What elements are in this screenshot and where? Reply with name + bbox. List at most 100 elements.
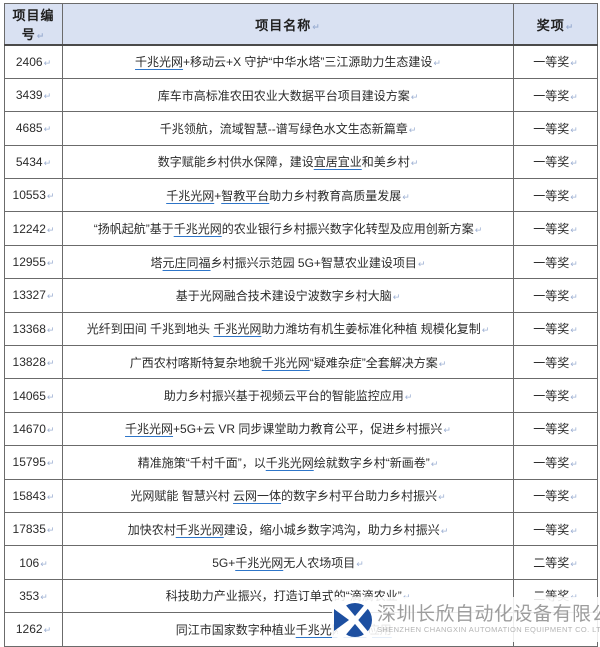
paragraph-mark-icon: ↵ xyxy=(40,558,48,569)
keyword-link[interactable]: 千兆光网 xyxy=(235,556,284,571)
project-name-cell: 助力乡村振兴基于视频云平台的智能监控应用↵ xyxy=(62,378,514,413)
project-name-text: 助力潍坊有机生姜标准化种植 规模化复制 xyxy=(261,322,481,337)
paragraph-mark-icon: ↵ xyxy=(570,559,578,570)
award-label: 一等奖 xyxy=(533,88,570,103)
project-name-text: 广西农村喀斯特复杂地貌 xyxy=(129,355,262,370)
paragraph-mark-icon: ↵ xyxy=(46,424,55,435)
award-cell: 一等奖↵ xyxy=(513,278,598,313)
paragraph-mark-icon: ↵ xyxy=(570,91,578,102)
project-name-text: +移动云+X 守护“中华水塔”三江源助力生态建设 xyxy=(183,55,433,70)
keyword-link[interactable]: 千兆光网 xyxy=(261,355,310,370)
keyword-link[interactable]: 智教平台 xyxy=(221,188,270,203)
project-name-text: 和美乡村 xyxy=(361,155,410,170)
paragraph-mark-icon: ↵ xyxy=(43,157,52,168)
table-row: 14670↵ 千兆光网+5G+云 VR 同步课堂助力教育公平，促进乡村振兴↵ 一等奖… xyxy=(4,411,598,447)
watermark-company-name: 深圳长欣自动化设备有限公司 xyxy=(377,604,600,626)
paragraph-mark-icon: ↵ xyxy=(36,31,46,41)
award-label: 一等奖 xyxy=(533,288,570,303)
table-row: 14065↵ 助力乡村振兴基于视频云平台的智能监控应用↵ 一等奖↵ xyxy=(4,378,598,413)
header-row: 项目编号↵ 项目名称↵ 奖项↵ xyxy=(4,3,598,46)
project-name-text: 的农业银行乡村振兴数字化转型及应用创新方案 xyxy=(221,222,474,237)
paragraph-mark-icon: ↵ xyxy=(46,391,55,402)
project-name-text: 光纤到田间 千兆到地头 xyxy=(86,322,214,337)
table-row: 10553↵ 千兆光网+智教平台助力乡村教育高质量发展↵ 一等奖↵ xyxy=(4,178,598,213)
header-project-code: 项目编号↵ xyxy=(4,3,63,46)
project-code-cell: 3439↵ xyxy=(4,77,63,113)
paragraph-mark-icon: ↵ xyxy=(570,58,578,69)
award-cell: 一等奖↵ xyxy=(513,511,598,547)
project-code-cell: 1262↵ xyxy=(4,612,63,647)
table-row: 3439↵ 库车市高标准农田农业大数据平台项目建设方案↵ 一等奖↵ xyxy=(4,77,598,113)
award-label: 一等奖 xyxy=(533,455,570,470)
project-name-cell: 千兆光网+5G+云 VR 同步课堂助力教育公平，促进乡村振兴↵ xyxy=(62,411,514,447)
keyword-link[interactable]: 千兆光网 xyxy=(265,455,314,470)
paragraph-mark-icon: ↵ xyxy=(443,425,451,436)
project-name-text: 基于光网融合技术建设宁波数字乡村大脑 xyxy=(175,288,392,303)
paragraph-mark-icon: ↵ xyxy=(408,124,417,135)
award-cell: 一等奖↵ xyxy=(513,378,598,413)
paragraph-mark-icon: ↵ xyxy=(417,258,426,269)
project-name-text: +5G+云 VR 同步课堂助力教育公平，促进乡村振兴 xyxy=(173,422,443,437)
watermark-text: 深圳长欣自动化设备有限公司 SHENZHEN CHANGXIN AUTOMATI… xyxy=(377,605,600,634)
keyword-link[interactable]: 千兆光网 xyxy=(135,55,184,70)
table-row: 106↵ 5G+千兆光网无人农场项目↵ 二等奖↵ xyxy=(4,545,598,580)
paragraph-mark-icon: ↵ xyxy=(440,525,449,536)
paragraph-mark-icon: ↵ xyxy=(46,291,55,302)
project-code-cell: 106↵ xyxy=(4,545,63,580)
table-body: 2406↵ 千兆光网+移动云+X 守护“中华水塔”三江源助力生态建设↵ 一等奖↵ 34… xyxy=(4,44,598,647)
project-code: 12242 xyxy=(12,221,46,236)
keyword-link[interactable]: 千兆光网 xyxy=(213,322,262,337)
watermark-company-name-en: SHENZHEN CHANGXIN AUTOMATION EQUIPMENT C… xyxy=(377,625,600,635)
project-name-cell: 光纤到田间 千兆到地头 千兆光网助力潍坊有机生姜标准化种植 规模化复制↵ xyxy=(62,311,514,347)
awards-table: 项目编号↵ 项目名称↵ 奖项↵ 2406↵ 千兆光网+移动云+X 守护“中华水塔”… xyxy=(4,3,598,647)
table-row: 13368↵ 光纤到田间 千兆到地头 千兆光网助力潍坊有机生姜标准化种植 规模化复… xyxy=(4,311,598,347)
project-code: 3439 xyxy=(15,88,43,103)
project-name-text: 库车市高标准农田农业大数据平台项目建设方案 xyxy=(157,88,410,103)
header-project-name-label: 项目名称 xyxy=(255,17,312,33)
paragraph-mark-icon: ↵ xyxy=(43,91,52,102)
keyword-link[interactable]: 千兆光网 xyxy=(175,522,224,537)
project-name-text: 数字赋能乡村供水保障，建设 xyxy=(157,155,314,170)
award-label: 一等奖 xyxy=(533,188,570,203)
project-code-cell: 12955↵ xyxy=(4,244,63,280)
project-code: 15795 xyxy=(12,455,46,470)
award-cell: 一等奖↵ xyxy=(513,77,598,113)
paragraph-mark-icon: ↵ xyxy=(43,57,52,68)
keyword-link[interactable]: 云网一体 xyxy=(233,489,282,504)
project-name-text: 精准施策“千村千面”，以 xyxy=(137,455,266,470)
award-label: 二等奖 xyxy=(533,556,570,571)
paragraph-mark-icon: ↵ xyxy=(402,191,410,202)
project-code: 15843 xyxy=(12,488,46,503)
project-name-text: 助力乡村振兴基于视频云平台的智能监控应用 xyxy=(163,389,404,404)
paragraph-mark-icon: ↵ xyxy=(392,291,401,302)
paragraph-mark-icon: ↵ xyxy=(46,525,55,536)
project-code: 13828 xyxy=(12,355,46,370)
paragraph-mark-icon: ↵ xyxy=(481,325,490,336)
paragraph-mark-icon: ↵ xyxy=(570,392,578,403)
paragraph-mark-icon: ↵ xyxy=(570,225,578,236)
paragraph-mark-icon: ↵ xyxy=(46,458,55,469)
keyword-link[interactable]: 千兆光网 xyxy=(125,422,174,437)
keyword-link[interactable]: 宜居宜业 xyxy=(313,155,362,170)
project-code-cell: 10553↵ xyxy=(4,178,63,213)
project-code: 12955 xyxy=(12,255,46,270)
keyword-link[interactable]: 元庄同福 xyxy=(162,255,211,270)
paragraph-mark-icon: ↵ xyxy=(570,458,578,469)
project-name-text: “疑难杂症”全套解决方案 xyxy=(309,355,438,370)
table-row: 13828↵ 广西农村喀斯特复杂地貌千兆光网“疑难杂症”全套解决方案↵ 一等奖↵ xyxy=(4,345,598,380)
table-row: 4685↵ 千兆领航，流域智慧--谱写绿色水文生态新篇章↵ 一等奖↵ xyxy=(4,111,598,146)
keyword-link[interactable]: 千兆光网 xyxy=(166,188,215,203)
project-name-text: 乡村振兴示范园 5G+智慧农业建设项目 xyxy=(210,255,417,270)
award-label: 一等奖 xyxy=(533,355,570,370)
project-code-cell: 15843↵ xyxy=(4,478,63,513)
keyword-link[interactable]: 千兆光网 xyxy=(173,222,222,237)
paragraph-mark-icon: ↵ xyxy=(410,158,419,169)
project-code: 353 xyxy=(19,588,40,603)
project-name-text: “扬帆起航”基于 xyxy=(93,222,174,237)
award-label: 一等奖 xyxy=(533,522,570,537)
table-row: 15843↵ 光网赋能 智慧兴村 云网一体的数字乡村平台助力乡村振兴↵ 一等奖↵ xyxy=(4,478,598,513)
project-code-cell: 14670↵ xyxy=(4,411,63,447)
award-cell: 一等奖↵ xyxy=(513,311,598,347)
project-name-cell: 库车市高标准农田农业大数据平台项目建设方案↵ xyxy=(62,77,514,113)
paragraph-mark-icon: ↵ xyxy=(46,191,55,202)
